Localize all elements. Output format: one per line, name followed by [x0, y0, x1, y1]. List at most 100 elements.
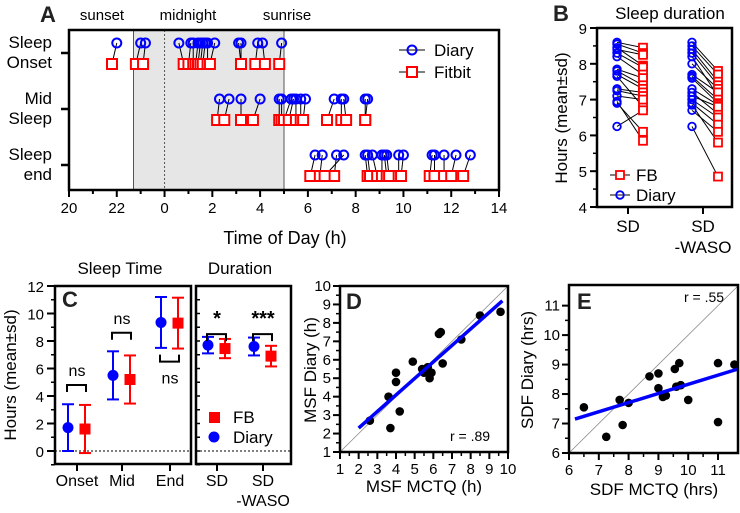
- x-tick-label: 7: [595, 462, 603, 479]
- significance-bracket: [206, 333, 227, 342]
- data-point: [615, 395, 624, 405]
- data-point: [438, 359, 447, 368]
- diary-point: [338, 93, 350, 105]
- diary-point: [687, 105, 697, 116]
- row-label: Onset: [7, 53, 53, 72]
- diary-point: [612, 85, 622, 96]
- x-tick-label: 9: [485, 461, 493, 478]
- significance-bracket: [111, 331, 132, 340]
- data-point: [395, 407, 405, 416]
- data-point: [713, 358, 723, 368]
- significance-label: ns: [114, 311, 131, 328]
- x-tick-label: 6: [429, 461, 437, 478]
- x-tick-label: 14: [491, 200, 508, 217]
- x-category-label: SD: [252, 473, 274, 490]
- diary-point: [173, 37, 185, 49]
- data-point: [683, 395, 693, 405]
- y-tick-label: 3: [323, 407, 331, 424]
- diary-point: [450, 149, 462, 161]
- x-axis-title-a: Time of Day (h): [223, 228, 346, 248]
- diary-point: [209, 37, 221, 49]
- fitbit-point: [328, 170, 341, 182]
- y-tick-label: 9: [552, 357, 560, 374]
- y-tick-label: 10: [543, 327, 560, 344]
- x-tick-label: 8: [624, 462, 632, 479]
- significance-bracket: [159, 354, 180, 363]
- regression-line: [574, 367, 739, 421]
- panel-letter-e: E: [577, 289, 592, 314]
- diary-point: [252, 37, 264, 49]
- sunset-label: sunset: [80, 7, 125, 24]
- fitbit-point: [638, 94, 648, 105]
- plot-frame-a: [67, 28, 501, 192]
- y-tick-label: 11: [544, 298, 560, 315]
- midnight-label: midnight: [160, 7, 218, 24]
- fitbit-point: [359, 114, 372, 126]
- fitbit-point: [246, 114, 259, 126]
- diary-point: [235, 37, 247, 49]
- diary-point: [235, 93, 247, 105]
- fitbit-point: [235, 114, 247, 126]
- legend-fb-label: FB: [233, 408, 255, 427]
- diary-point: [223, 93, 235, 105]
- diary-point: [331, 149, 343, 161]
- x-tick-label: 2: [354, 461, 362, 478]
- legend-diary-marker: [208, 431, 220, 443]
- fitbit-mean-point: [79, 423, 91, 435]
- data-point: [579, 403, 589, 412]
- fitbit-mean-point: [172, 317, 184, 329]
- significance-label: ns: [69, 363, 86, 380]
- data-point: [601, 432, 611, 442]
- data-point: [427, 368, 436, 377]
- y-tick-label: 4: [36, 389, 44, 406]
- y-axis-title-b: Hours (mean±sd): [552, 52, 571, 183]
- x-tick-label: 2: [208, 200, 216, 217]
- significance-bracket: [252, 333, 273, 342]
- data-point: [645, 372, 654, 381]
- data-point: [391, 377, 401, 387]
- panel-letter-b: B: [553, 1, 569, 26]
- x-tick-label: 10: [395, 200, 412, 217]
- diary-mean-point: [202, 339, 214, 351]
- diary-point: [687, 100, 697, 110]
- diary-point: [687, 121, 697, 132]
- diary-point: [276, 37, 288, 49]
- y-axis-title-d: MSF Diary (h): [301, 317, 320, 423]
- diary-point: [397, 149, 409, 161]
- annotation-r-d: r = .89: [450, 428, 490, 444]
- legend-fb-label: FB: [636, 166, 658, 185]
- diary-point: [612, 98, 622, 108]
- row-label: Mid: [25, 89, 52, 108]
- diary-point: [612, 39, 622, 49]
- diary-point: [393, 149, 405, 161]
- fitbit-point: [457, 170, 470, 182]
- panel-b: B Sleep duration Hours (mean±sd) 4 5 6 7 8 9 S…: [552, 1, 734, 257]
- y-tick-label: 12: [27, 279, 44, 296]
- regression-line: [357, 299, 504, 430]
- diary-point: [612, 51, 622, 62]
- sunrise-label: sunrise: [263, 7, 311, 24]
- legend-diary-label: Diary: [233, 428, 273, 447]
- legend-diary-label: Diary: [434, 41, 474, 60]
- y-tick-label: 8: [579, 57, 587, 74]
- data-point: [408, 357, 418, 366]
- x-axis-title-e: SDF MCTQ (hrs): [590, 480, 718, 499]
- y-tick-label: 6: [552, 445, 560, 462]
- diary-point: [687, 73, 697, 83]
- fitbit-point: [428, 170, 441, 182]
- y-tick-label: 6: [579, 128, 587, 145]
- plot-frame-b: [595, 26, 734, 209]
- panel-letter-c: C: [62, 287, 78, 312]
- identity-line: [568, 285, 739, 454]
- row-label: Sleep: [9, 109, 52, 128]
- panel-letter-a: A: [40, 2, 56, 27]
- data-point: [436, 327, 446, 337]
- x-tick-label: 5: [410, 461, 418, 478]
- data-point: [654, 369, 663, 378]
- diary-point: [362, 149, 374, 161]
- diary-point: [687, 59, 697, 69]
- x-tick-label: 1: [336, 461, 344, 478]
- x-tick-label: 10: [500, 461, 517, 478]
- diary-point: [316, 149, 328, 161]
